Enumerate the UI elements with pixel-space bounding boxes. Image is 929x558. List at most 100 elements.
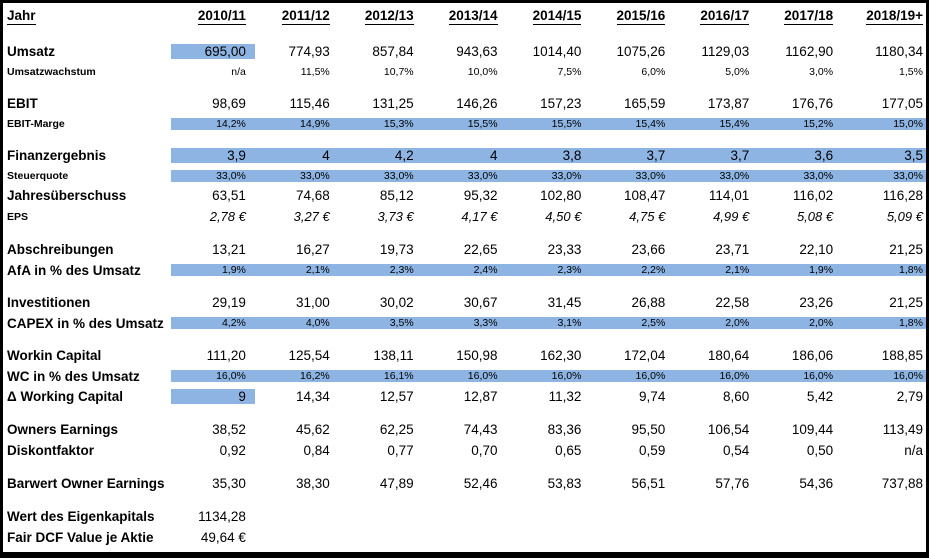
cell-barwert-owner-earnings-col-3[interactable]: 52,46 [463, 476, 498, 491]
row-label-umsatz[interactable]: Umsatz [7, 44, 56, 59]
cell-jahresueberschuss-col-4[interactable]: 102,80 [540, 188, 582, 203]
cell-eps-col-1[interactable]: 3,27 € [293, 209, 330, 224]
row-label-afa-in-prozent[interactable]: AfA in % des Umsatz [7, 262, 141, 278]
cell-finanzergebnis-col-6[interactable]: 3,7 [674, 148, 759, 163]
cell-barwert-owner-earnings-col-0[interactable]: 35,30 [212, 476, 246, 491]
cell-diskontfaktor-col-5[interactable]: 0,59 [639, 443, 666, 458]
cell-umsatz-col-5[interactable]: 1075,26 [616, 44, 666, 59]
cell-umsatzwachstum-col-1[interactable]: 11,5% [300, 65, 330, 78]
cell-afa-in-prozent-col-0[interactable]: 1,9% [171, 264, 255, 276]
cell-owners-earnings-col-5[interactable]: 95,50 [631, 422, 666, 437]
row-label-owners-earnings[interactable]: Owners Earnings [7, 422, 119, 437]
row-label-ebit-marge[interactable]: EBIT-Marge [7, 117, 65, 130]
cell-ebit-marge-col-0[interactable]: 14,2% [171, 117, 255, 130]
cell-investitionen-col-8[interactable]: 21,25 [889, 295, 923, 310]
cell-finanzergebnis-col-8[interactable]: 3,5 [842, 148, 926, 163]
row-label-delta-working-capital[interactable]: Δ Working Capital [7, 389, 123, 404]
cell-abschreibungen-col-7[interactable]: 22,10 [799, 242, 834, 257]
header-cell-jahr[interactable]: Jahr [3, 8, 171, 25]
row-label-diskontfaktor[interactable]: Diskontfaktor [7, 443, 95, 458]
cell-working-capital-col-3[interactable]: 150,98 [456, 348, 498, 363]
cell-eps-col-6[interactable]: 4,99 € [713, 209, 750, 224]
cell-barwert-owner-earnings-col-4[interactable]: 53,83 [547, 476, 582, 491]
cell-ebit-marge-col-2[interactable]: 15,3% [338, 117, 423, 130]
cell-ebit-col-0[interactable]: 98,69 [212, 96, 246, 111]
cell-eps-col-3[interactable]: 4,17 € [461, 209, 498, 224]
cell-ebit-marge-col-6[interactable]: 15,4% [674, 117, 759, 130]
cell-umsatzwachstum-col-5[interactable]: 6,0% [641, 65, 666, 78]
cell-jahresueberschuss-col-5[interactable]: 108,47 [624, 188, 666, 203]
cell-ebit-col-4[interactable]: 157,23 [540, 96, 582, 111]
cell-abschreibungen-col-0[interactable]: 13,21 [212, 242, 246, 257]
cell-barwert-owner-earnings-col-1[interactable]: 38,30 [295, 476, 330, 491]
cell-afa-in-prozent-col-6[interactable]: 2,1% [674, 264, 759, 276]
header-cell-year-6[interactable]: 2016/17 [674, 8, 758, 25]
cell-abschreibungen-col-8[interactable]: 21,25 [889, 242, 923, 257]
cell-eps-col-4[interactable]: 4,50 € [545, 209, 582, 224]
row-label-eps[interactable]: EPS [7, 210, 29, 223]
cell-umsatz-col-7[interactable]: 1162,90 [785, 44, 834, 59]
cell-umsatzwachstum-col-2[interactable]: 10,7% [383, 65, 414, 78]
header-cell-year-5[interactable]: 2015/16 [590, 8, 674, 25]
cell-ebit-marge-col-7[interactable]: 15,2% [758, 117, 843, 130]
cell-diskontfaktor-col-2[interactable]: 0,77 [387, 443, 414, 458]
cell-working-capital-col-1[interactable]: 125,54 [288, 348, 330, 363]
cell-delta-working-capital-col-6[interactable]: 8,60 [722, 389, 750, 404]
cell-working-capital-col-8[interactable]: 188,85 [881, 348, 923, 363]
cell-delta-working-capital-col-7[interactable]: 5,42 [806, 389, 834, 404]
cell-capex-in-prozent-col-6[interactable]: 2,0% [674, 317, 759, 329]
cell-ebit-col-7[interactable]: 176,76 [791, 96, 834, 111]
row-label-ebit[interactable]: EBIT [7, 96, 38, 111]
cell-ebit-marge-col-8[interactable]: 15,0% [842, 117, 926, 130]
cell-delta-working-capital-col-8[interactable]: 2,79 [896, 389, 923, 404]
cell-delta-working-capital-col-5[interactable]: 9,74 [639, 389, 666, 404]
cell-owners-earnings-col-6[interactable]: 106,54 [707, 422, 750, 437]
header-cell-year-1[interactable]: 2011/12 [255, 8, 339, 25]
cell-steuerquote-col-7[interactable]: 33,0% [758, 169, 843, 182]
cell-wc-in-prozent-col-0[interactable]: 16,0% [171, 370, 255, 382]
cell-steuerquote-col-0[interactable]: 33,0% [171, 169, 255, 182]
cell-finanzergebnis-col-1[interactable]: 4 [254, 148, 339, 163]
cell-wert-des-eigenkapitals-col-0[interactable]: 1134,28 [198, 509, 246, 524]
cell-wc-in-prozent-col-7[interactable]: 16,0% [758, 370, 843, 382]
cell-owners-earnings-col-0[interactable]: 38,52 [212, 422, 246, 437]
cell-working-capital-col-4[interactable]: 162,30 [540, 348, 582, 363]
cell-steuerquote-col-2[interactable]: 33,0% [338, 169, 423, 182]
cell-ebit-col-5[interactable]: 165,59 [624, 96, 666, 111]
cell-steuerquote-col-4[interactable]: 33,0% [506, 169, 591, 182]
cell-finanzergebnis-col-0[interactable]: 3,9 [171, 148, 255, 163]
cell-capex-in-prozent-col-3[interactable]: 3,3% [422, 317, 507, 329]
cell-ebit-marge-col-1[interactable]: 14,9% [254, 117, 339, 130]
cell-diskontfaktor-col-3[interactable]: 0,70 [471, 443, 498, 458]
cell-working-capital-col-6[interactable]: 180,64 [707, 348, 750, 363]
cell-abschreibungen-col-2[interactable]: 19,73 [379, 242, 414, 257]
cell-wc-in-prozent-col-8[interactable]: 16,0% [842, 370, 926, 382]
cell-owners-earnings-col-3[interactable]: 74,43 [463, 422, 498, 437]
cell-capex-in-prozent-col-0[interactable]: 4,2% [171, 317, 255, 329]
header-cell-year-8[interactable]: 2018/19+ [842, 8, 926, 25]
cell-capex-in-prozent-col-5[interactable]: 2,5% [590, 317, 675, 329]
cell-wc-in-prozent-col-5[interactable]: 16,0% [590, 370, 675, 382]
cell-owners-earnings-col-2[interactable]: 62,25 [379, 422, 414, 437]
cell-umsatzwachstum-col-7[interactable]: 3,0% [809, 65, 834, 78]
header-cell-year-7[interactable]: 2017/18 [758, 8, 842, 25]
cell-capex-in-prozent-col-1[interactable]: 4,0% [254, 317, 339, 329]
cell-jahresueberschuss-col-2[interactable]: 85,12 [379, 188, 414, 203]
cell-working-capital-col-0[interactable]: 111,20 [206, 348, 246, 363]
cell-ebit-col-6[interactable]: 173,87 [707, 96, 750, 111]
cell-afa-in-prozent-col-2[interactable]: 2,3% [338, 264, 423, 276]
cell-afa-in-prozent-col-4[interactable]: 2,3% [506, 264, 591, 276]
cell-barwert-owner-earnings-col-6[interactable]: 57,76 [715, 476, 750, 491]
row-label-capex-in-prozent[interactable]: CAPEX in % des Umsatz [7, 315, 164, 331]
cell-abschreibungen-col-1[interactable]: 16,27 [295, 242, 330, 257]
cell-investitionen-col-6[interactable]: 22,58 [715, 295, 750, 310]
cell-jahresueberschuss-col-7[interactable]: 116,02 [792, 188, 834, 203]
row-label-umsatzwachstum[interactable]: Umsatzwachstum [7, 65, 96, 78]
header-cell-year-4[interactable]: 2014/15 [507, 8, 591, 25]
cell-finanzergebnis-col-7[interactable]: 3,6 [758, 148, 843, 163]
cell-capex-in-prozent-col-2[interactable]: 3,5% [338, 317, 423, 329]
cell-umsatz-col-1[interactable]: 774,93 [288, 44, 330, 59]
cell-owners-earnings-col-1[interactable]: 45,62 [295, 422, 330, 437]
cell-fair-dcf-value-je-aktie-col-0[interactable]: 49,64 € [200, 530, 246, 545]
cell-barwert-owner-earnings-col-7[interactable]: 54,36 [799, 476, 834, 491]
